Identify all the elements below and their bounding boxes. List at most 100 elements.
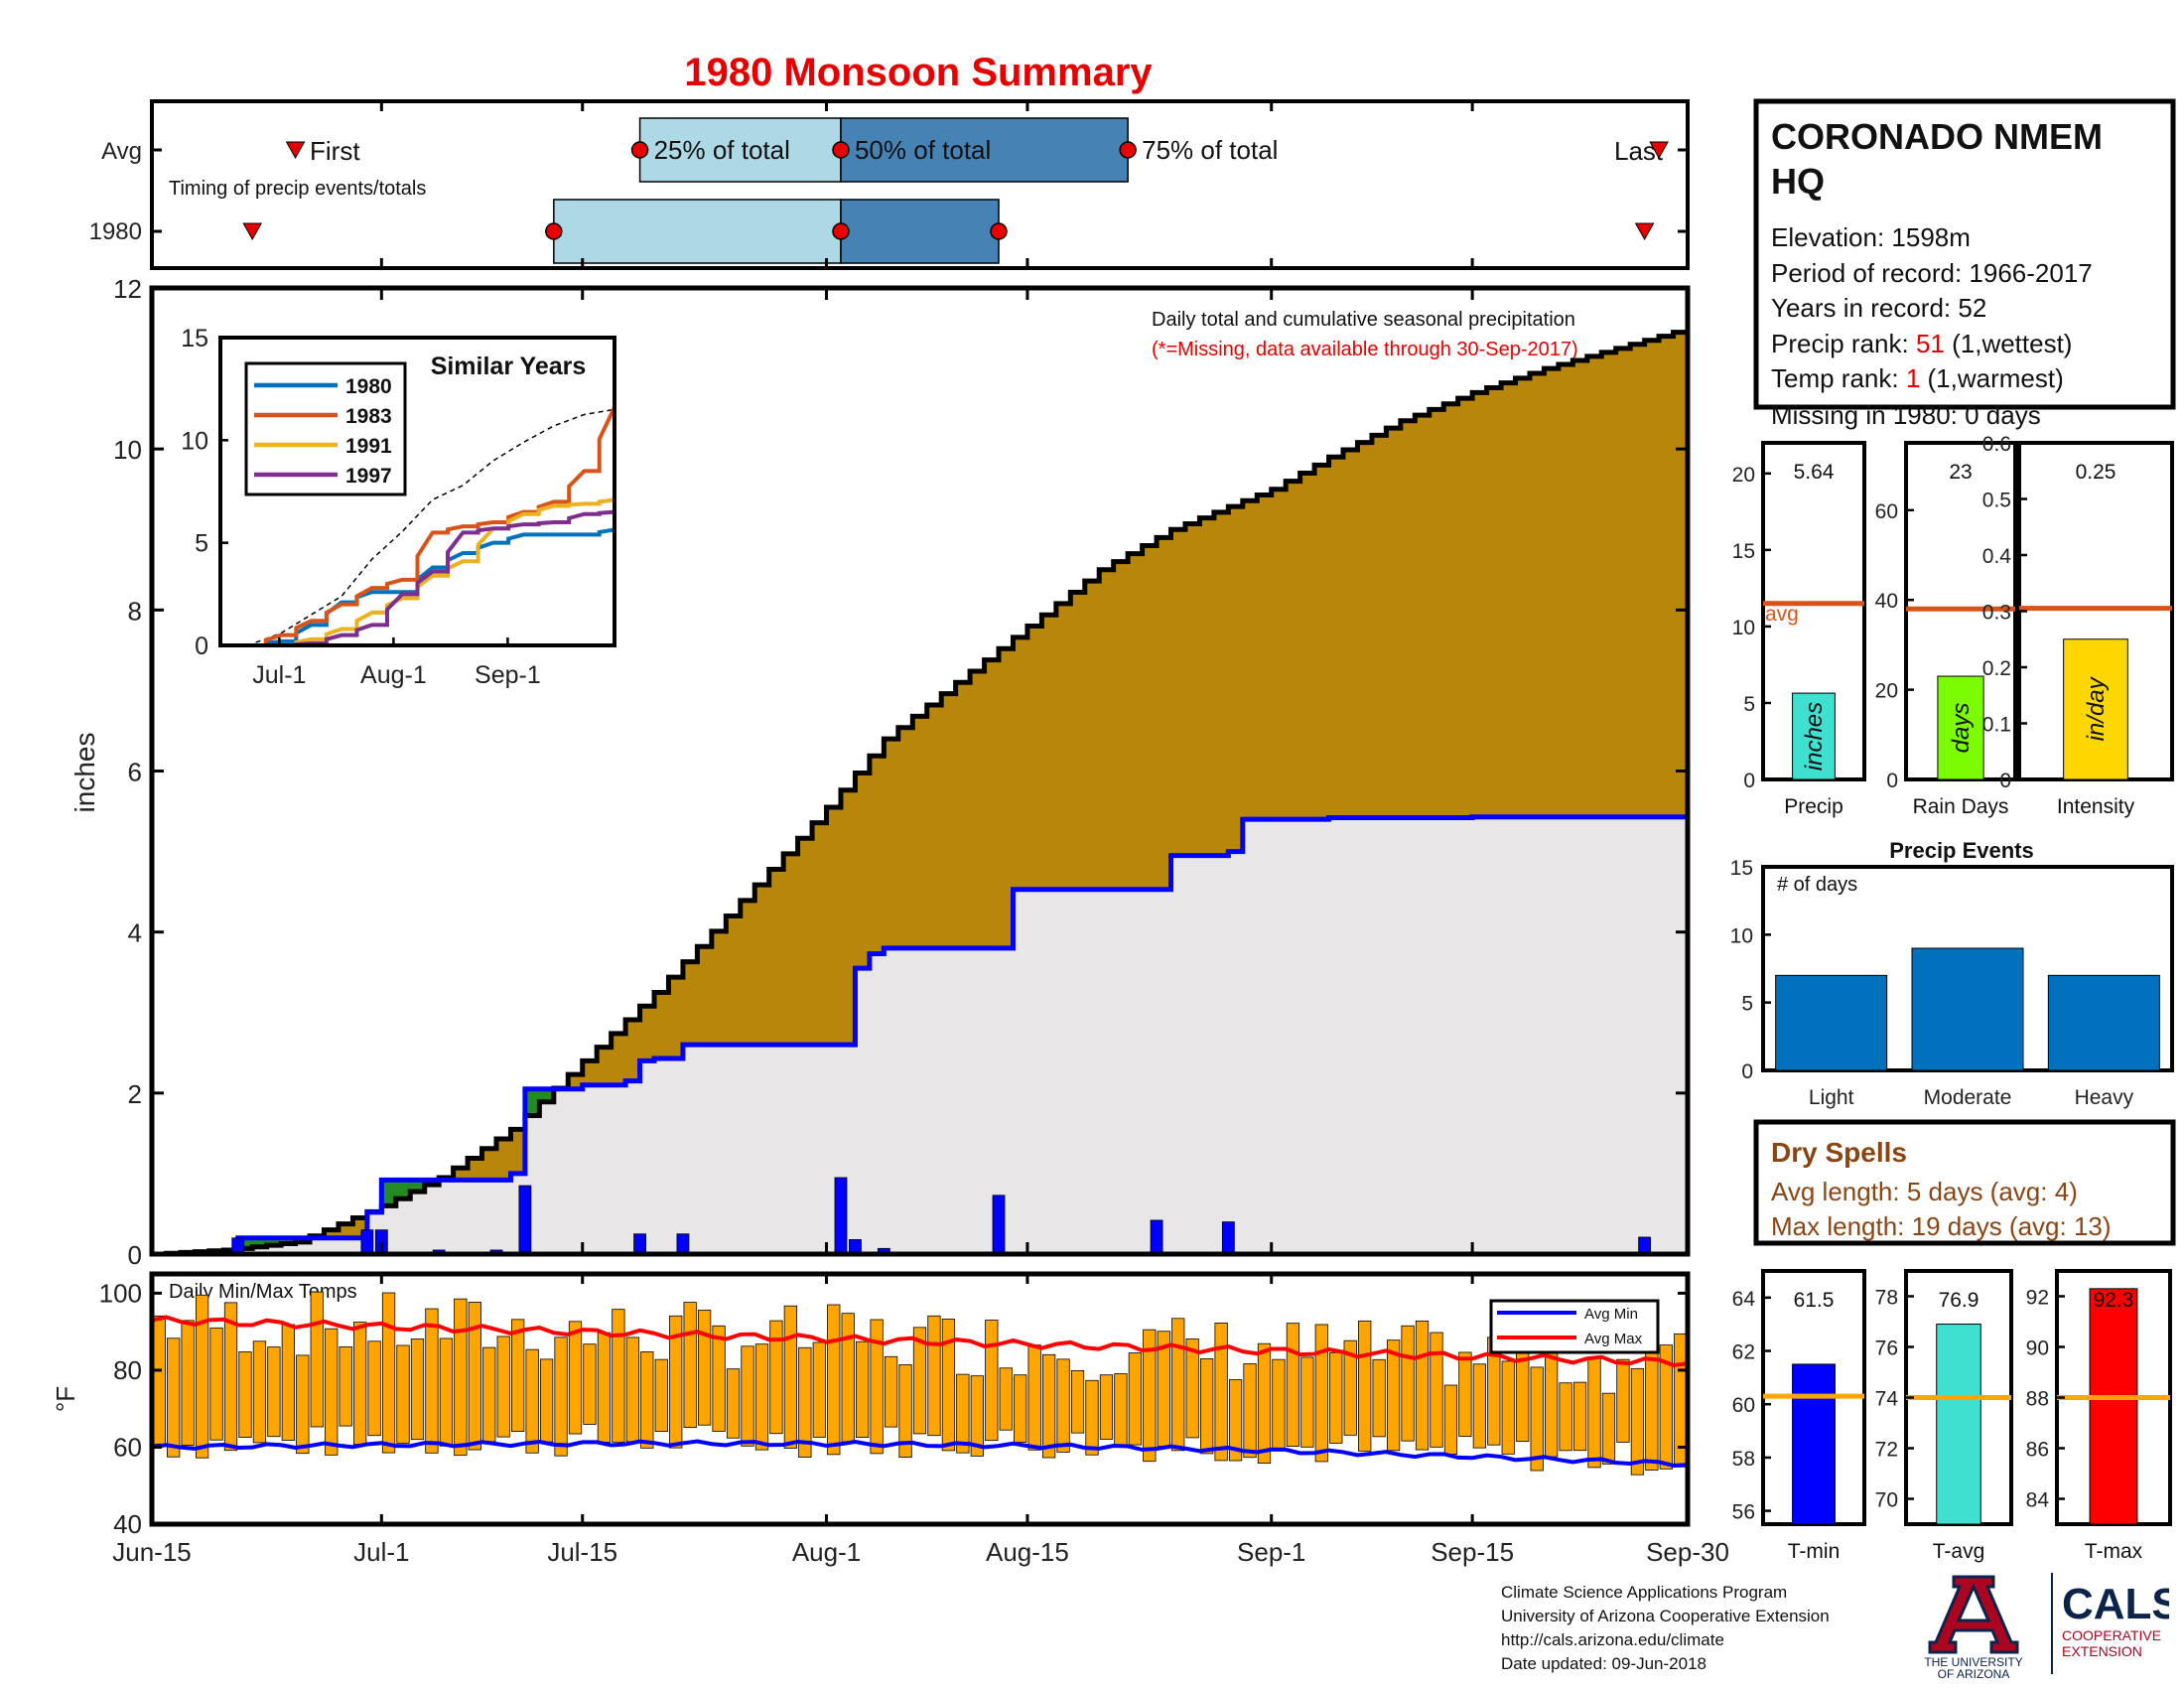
inset-ytick-label: 10 — [181, 427, 208, 455]
temps-plot: Daily Min/Max Temps °F 40 60 80 100 Jun-15 Ju… — [51, 1271, 1729, 1567]
temps-ytick-label: 80 — [113, 1355, 142, 1385]
cals-logo-line1: COOPERATIVE — [2062, 1627, 2161, 1643]
station-years: Years in record: 52 — [1771, 293, 1986, 323]
x-axis-date-label: Sep-30 — [1646, 1537, 1729, 1567]
tavg-value-label: 76.9 — [1939, 1289, 1979, 1312]
tmax-chart: 84 86 88 90 92 92.3 T-max — [2026, 1269, 2172, 1563]
tmax-value-label: 92.3 — [2094, 1289, 2134, 1312]
precip-total-avg-label: avg — [1765, 603, 1799, 626]
daily-precip-bar — [633, 1233, 646, 1255]
timing-pct75-label: 75% of total — [1142, 135, 1278, 165]
daily-temp-bar — [425, 1308, 439, 1454]
inset-legend-label-1997: 1997 — [345, 465, 392, 488]
daily-precip-bar — [834, 1177, 848, 1255]
timing-year-first-marker — [242, 222, 263, 241]
temp-stats-panels: 56 58 60 62 64 61.5 T-min 70 72 74 76 78 76.9 T-avg 84… — [1732, 1269, 2172, 1563]
daily-temp-bar — [1085, 1379, 1099, 1456]
daily-temp-bar — [999, 1367, 1013, 1431]
daily-temp-bar — [1645, 1349, 1659, 1471]
main-ytick-label: 2 — [128, 1079, 142, 1109]
intensity-value-label: 0.25 — [2076, 461, 2116, 484]
cals-logo-title: CALS — [2062, 1580, 2169, 1628]
daily-temp-bar — [1027, 1344, 1041, 1451]
daily-temp-bar — [1243, 1363, 1257, 1459]
avg-min-line — [151, 1439, 1689, 1468]
rain-days-bar — [1937, 675, 1984, 780]
station-period: Period of record: 1966-2017 — [1771, 258, 2093, 288]
daily-temp-bar — [754, 1343, 769, 1451]
tavg-ytick-label: 70 — [1875, 1489, 1898, 1512]
daily-temp-bar — [597, 1332, 612, 1443]
intensity-ytick-label: 0.5 — [1982, 490, 2011, 512]
footer-line4: Date updated: 09-Jun-2018 — [1501, 1654, 1706, 1673]
daily-temp-bar — [827, 1304, 841, 1456]
precip-total-ytick-label: 5 — [1743, 693, 1755, 716]
daily-temp-bar — [1530, 1366, 1544, 1472]
tmax-ytick-label: 90 — [2026, 1337, 2049, 1360]
daily-temp-bar — [1214, 1323, 1228, 1462]
daily-temp-bar — [1314, 1324, 1328, 1463]
x-axis-date-label: Jul-15 — [547, 1537, 617, 1567]
main-ytick-label: 4 — [128, 918, 142, 948]
intensity-ytick-label: 0.2 — [1982, 657, 2011, 680]
daily-temp-bar — [396, 1344, 410, 1444]
daily-temp-bar — [353, 1322, 367, 1446]
tavg-ytick-label: 72 — [1875, 1439, 1898, 1462]
daily-temp-bar — [970, 1375, 984, 1457]
cals-cooperative-extension-logo: CALS COOPERATIVE EXTENSION — [2051, 1573, 2169, 1674]
cals-logo-line2: EXTENSION — [2062, 1643, 2142, 1659]
timing-year-p25-marker — [545, 222, 563, 240]
inset-legend-label-1983: 1983 — [345, 405, 392, 428]
timing-pct25-label: 25% of total — [654, 135, 790, 165]
events-bar-heavy — [2047, 974, 2160, 1071]
timing-year-q2-box — [840, 199, 1000, 264]
daily-temp-bar — [1472, 1363, 1486, 1449]
station-precip-rank: Precip rank: 51 (1,wettest) — [1771, 329, 2072, 358]
footer-line3[interactable]: http://cals.arizona.edu/climate — [1501, 1630, 1724, 1649]
year-cumulative-line — [152, 799, 1691, 1257]
rain-days-ytick-label: 0 — [1886, 770, 1898, 792]
intensity-bar — [2063, 638, 2128, 780]
daily-temp-bar — [238, 1351, 252, 1438]
daily-temp-bar — [898, 1363, 912, 1459]
main-ytick-label: 0 — [128, 1240, 142, 1270]
tavg-ytick-label: 78 — [1875, 1287, 1898, 1310]
daily-temp-bar — [712, 1325, 726, 1432]
temps-legend-label-min: Avg Min — [1584, 1306, 1638, 1323]
daily-temp-bar — [1601, 1392, 1616, 1465]
station-missing: Missing in 1980: 0 days — [1771, 400, 2041, 430]
timing-avg-p25-marker — [630, 141, 649, 159]
daily-temp-bar — [1014, 1374, 1027, 1443]
precip-stats-panels: avg 0 5 10 15 20 5.64 Precip inches 0 20 40 60 23 Rain… — [1732, 433, 2174, 818]
intensity-ytick-label: 0.1 — [1982, 714, 2011, 737]
tmin-ytick-label: 58 — [1732, 1448, 1755, 1471]
x-axis-date-label: Aug-15 — [986, 1537, 1069, 1567]
footer-credits: Climate Science Applications Program Uni… — [1501, 1581, 1830, 1676]
daily-temp-bar — [1228, 1379, 1243, 1462]
events-xlabel: Light — [1809, 1086, 1854, 1109]
daily-temp-bar — [669, 1315, 683, 1449]
inset-series-1983 — [220, 406, 616, 647]
daily-temp-bar — [1415, 1321, 1430, 1451]
precip-total-ytick-label: 10 — [1732, 617, 1755, 639]
daily-temp-bar — [1430, 1332, 1443, 1448]
dry-spells-max: Max length: 19 days (avg: 13) — [1771, 1211, 2112, 1241]
daily-temp-bar — [454, 1298, 468, 1457]
station-name-line1: CORONADO NMEM — [1771, 116, 2103, 157]
daily-temp-bar — [1630, 1367, 1645, 1476]
daily-precip-bar — [676, 1233, 690, 1255]
daily-temp-bar — [1114, 1373, 1128, 1448]
events-ytick-label: 5 — [1741, 993, 1753, 1016]
events-xlabel: Heavy — [2075, 1086, 2134, 1109]
footer-line2: University of Arizona Cooperative Extens… — [1501, 1607, 1830, 1625]
tavg-ytick-label: 74 — [1875, 1388, 1899, 1411]
daily-temp-bar — [1143, 1329, 1157, 1463]
daily-temp-bar — [468, 1302, 481, 1451]
tmin-ytick-label: 64 — [1732, 1288, 1756, 1311]
temps-title: Daily Min/Max Temps — [169, 1281, 357, 1303]
main-ylabel: inches — [69, 733, 100, 813]
daily-temp-bar — [583, 1343, 597, 1425]
daily-temp-bar — [209, 1327, 223, 1441]
timing-first-label: First — [310, 136, 360, 166]
daily-temp-bar — [1616, 1358, 1630, 1443]
